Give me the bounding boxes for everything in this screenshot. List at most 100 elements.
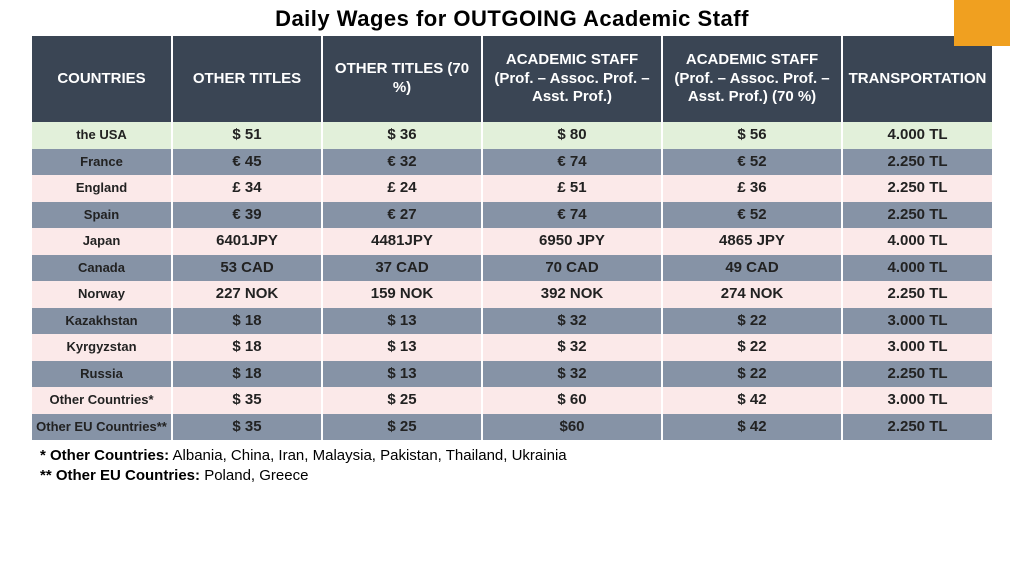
value-cell: 3.000 TL — [842, 308, 992, 335]
table-row: Norway227 NOK159 NOK392 NOK274 NOK2.250 … — [32, 281, 992, 308]
column-header: ACADEMIC STAFF (Prof. – Assoc. Prof. – A… — [482, 36, 662, 122]
value-cell: £ 36 — [662, 175, 842, 202]
value-cell: 70 CAD — [482, 255, 662, 282]
value-cell: 2.250 TL — [842, 175, 992, 202]
table-row: Canada53 CAD37 CAD70 CAD49 CAD4.000 TL — [32, 255, 992, 282]
column-header: TRANSPORTATION — [842, 36, 992, 122]
value-cell: $ 22 — [662, 308, 842, 335]
footnote: * Other Countries: Albania, China, Iran,… — [40, 446, 992, 466]
footnote-text: Poland, Greece — [200, 467, 308, 484]
value-cell: 4.000 TL — [842, 228, 992, 255]
value-cell: $ 35 — [172, 387, 322, 414]
value-cell: $ 13 — [322, 334, 482, 361]
country-cell: the USA — [32, 122, 172, 149]
table-row: Kyrgyzstan$ 18$ 13$ 32$ 223.000 TL — [32, 334, 992, 361]
value-cell: £ 34 — [172, 175, 322, 202]
value-cell: £ 24 — [322, 175, 482, 202]
value-cell: 4.000 TL — [842, 255, 992, 282]
column-header: OTHER TITLES (70 %) — [322, 36, 482, 122]
value-cell: $ 22 — [662, 334, 842, 361]
value-cell: 4481JPY — [322, 228, 482, 255]
value-cell: $ 32 — [482, 361, 662, 388]
wages-table: COUNTRIESOTHER TITLESOTHER TITLES (70 %)… — [32, 36, 992, 440]
value-cell: £ 51 — [482, 175, 662, 202]
value-cell: € 32 — [322, 149, 482, 176]
table-row: Japan6401JPY4481JPY6950 JPY4865 JPY4.000… — [32, 228, 992, 255]
value-cell: 2.250 TL — [842, 414, 992, 441]
country-cell: Other EU Countries** — [32, 414, 172, 441]
value-cell: $ 25 — [322, 414, 482, 441]
country-cell: Canada — [32, 255, 172, 282]
value-cell: $ 22 — [662, 361, 842, 388]
table-row: Russia$ 18$ 13$ 32$ 222.250 TL — [32, 361, 992, 388]
accent-decoration — [954, 0, 1010, 46]
value-cell: $ 35 — [172, 414, 322, 441]
value-cell: $ 36 — [322, 122, 482, 149]
country-cell: Japan — [32, 228, 172, 255]
footnotes: * Other Countries: Albania, China, Iran,… — [40, 446, 992, 487]
value-cell: $ 51 — [172, 122, 322, 149]
table-row: France€ 45€ 32€ 74€ 522.250 TL — [32, 149, 992, 176]
column-header: COUNTRIES — [32, 36, 172, 122]
country-cell: Kyrgyzstan — [32, 334, 172, 361]
value-cell: $ 42 — [662, 387, 842, 414]
value-cell: $ 18 — [172, 308, 322, 335]
value-cell: 4865 JPY — [662, 228, 842, 255]
country-cell: England — [32, 175, 172, 202]
value-cell: 3.000 TL — [842, 334, 992, 361]
value-cell: 4.000 TL — [842, 122, 992, 149]
table-header-row: COUNTRIESOTHER TITLESOTHER TITLES (70 %)… — [32, 36, 992, 122]
value-cell: 37 CAD — [322, 255, 482, 282]
value-cell: $ 80 — [482, 122, 662, 149]
table-row: Other EU Countries**$ 35$ 25$60$ 422.250… — [32, 414, 992, 441]
table-row: the USA$ 51$ 36$ 80$ 564.000 TL — [32, 122, 992, 149]
value-cell: € 39 — [172, 202, 322, 229]
footnote-label: * Other Countries: — [40, 447, 169, 464]
value-cell: 3.000 TL — [842, 387, 992, 414]
value-cell: € 52 — [662, 202, 842, 229]
value-cell: 227 NOK — [172, 281, 322, 308]
value-cell: 6950 JPY — [482, 228, 662, 255]
value-cell: € 45 — [172, 149, 322, 176]
value-cell: $ 25 — [322, 387, 482, 414]
country-cell: Other Countries* — [32, 387, 172, 414]
table-row: Spain€ 39€ 27€ 74€ 522.250 TL — [32, 202, 992, 229]
footnote-label: ** Other EU Countries: — [40, 467, 200, 484]
country-cell: Norway — [32, 281, 172, 308]
value-cell: $ 56 — [662, 122, 842, 149]
page-title: Daily Wages for OUTGOING Academic Staff — [0, 0, 1024, 36]
footnote-text: Albania, China, Iran, Malaysia, Pakistan… — [169, 447, 566, 464]
country-cell: Spain — [32, 202, 172, 229]
country-cell: Kazakhstan — [32, 308, 172, 335]
column-header: OTHER TITLES — [172, 36, 322, 122]
footnote: ** Other EU Countries: Poland, Greece — [40, 466, 992, 486]
value-cell: € 74 — [482, 202, 662, 229]
value-cell: 159 NOK — [322, 281, 482, 308]
value-cell: 2.250 TL — [842, 202, 992, 229]
value-cell: € 52 — [662, 149, 842, 176]
value-cell: $ 13 — [322, 361, 482, 388]
value-cell: € 74 — [482, 149, 662, 176]
value-cell: 2.250 TL — [842, 281, 992, 308]
value-cell: $ 18 — [172, 361, 322, 388]
value-cell: $ 13 — [322, 308, 482, 335]
table-body: the USA$ 51$ 36$ 80$ 564.000 TLFrance€ 4… — [32, 122, 992, 440]
value-cell: 49 CAD — [662, 255, 842, 282]
table-row: England£ 34£ 24£ 51£ 362.250 TL — [32, 175, 992, 202]
table-row: Kazakhstan$ 18$ 13$ 32$ 223.000 TL — [32, 308, 992, 335]
value-cell: $60 — [482, 414, 662, 441]
value-cell: $ 18 — [172, 334, 322, 361]
value-cell: 274 NOK — [662, 281, 842, 308]
column-header: ACADEMIC STAFF (Prof. – Assoc. Prof. – A… — [662, 36, 842, 122]
value-cell: € 27 — [322, 202, 482, 229]
table-row: Other Countries*$ 35$ 25$ 60$ 423.000 TL — [32, 387, 992, 414]
value-cell: 2.250 TL — [842, 361, 992, 388]
country-cell: Russia — [32, 361, 172, 388]
country-cell: France — [32, 149, 172, 176]
value-cell: 53 CAD — [172, 255, 322, 282]
value-cell: $ 32 — [482, 334, 662, 361]
value-cell: 392 NOK — [482, 281, 662, 308]
value-cell: 2.250 TL — [842, 149, 992, 176]
value-cell: $ 60 — [482, 387, 662, 414]
value-cell: $ 42 — [662, 414, 842, 441]
